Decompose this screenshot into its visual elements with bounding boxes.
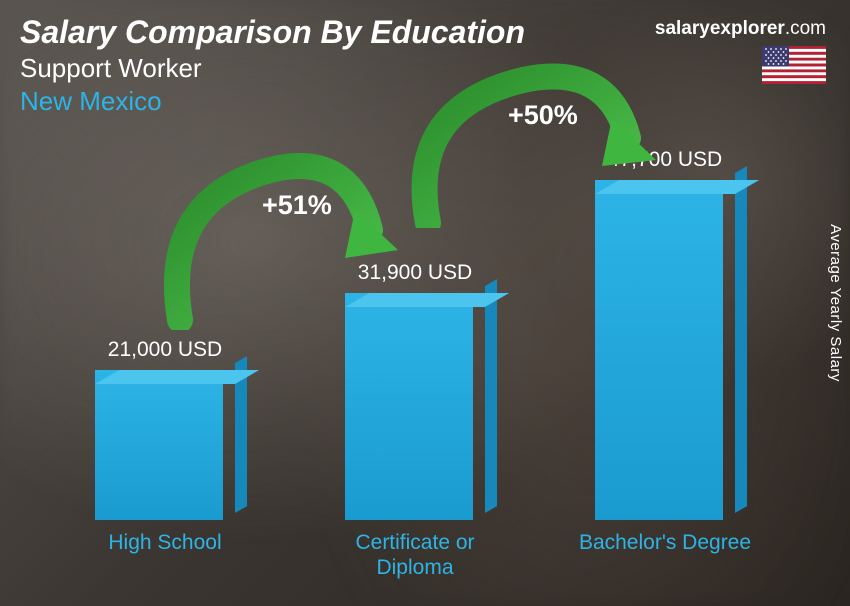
bar-value-label: 47,700 USD (608, 148, 722, 172)
bar-group: 47,700 USD Bachelor's Degree (575, 148, 755, 580)
brand-suffix: .com (785, 18, 826, 39)
bar-front (345, 293, 473, 520)
bar-value-label: 21,000 USD (108, 338, 222, 362)
bar-side (485, 279, 497, 513)
bar-group: 21,000 USD High School (75, 338, 255, 580)
flag-icon (762, 46, 826, 84)
increase-label-1: +51% (262, 190, 332, 221)
bar-top (595, 180, 759, 194)
bar-front (595, 180, 723, 520)
bar-front (95, 370, 223, 520)
bar-3d (345, 293, 485, 520)
bar-group: 31,900 USD Certificate orDiploma (325, 261, 505, 580)
bar-top (95, 370, 259, 384)
brand-main: salaryexplorer (655, 18, 785, 39)
infographic-container: Salary Comparison By Education Support W… (0, 0, 850, 606)
y-axis-label: Average Yearly Salary (827, 224, 844, 382)
increase-label-2: +50% (508, 100, 578, 131)
bar-chart: 21,000 USD High School 31,900 USD Certifica… (40, 110, 790, 580)
bar-side (735, 166, 747, 513)
brand-label: salaryexplorer.com (655, 18, 826, 40)
bar-value-label: 31,900 USD (358, 261, 472, 285)
bar-3d (595, 180, 735, 520)
bar-3d (95, 370, 235, 520)
bar-category-label: High School (108, 530, 221, 580)
bar-category-label: Bachelor's Degree (579, 530, 751, 580)
bar-category-label: Certificate orDiploma (355, 530, 474, 580)
bar-top (345, 293, 509, 307)
chart-subtitle: Support Worker (20, 53, 830, 84)
